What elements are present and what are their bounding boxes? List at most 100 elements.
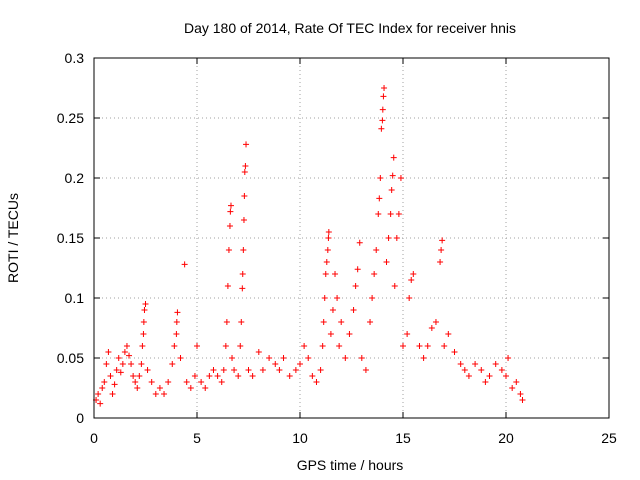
chart-title: Day 180 of 2014, Rate Of TEC Index for r… [184,20,516,36]
data-point [227,202,234,209]
data-point [439,237,446,244]
data-point [136,373,143,379]
data-point [301,343,308,349]
data-point [389,172,396,179]
data-point [130,373,137,379]
data-point [173,319,180,325]
data-point [503,373,509,379]
x-tick-label: 25 [601,430,617,446]
data-point [239,271,246,277]
data-point [224,283,231,289]
data-point [319,343,326,349]
data-point [111,381,118,388]
data-point [451,349,458,355]
data-point [177,355,184,361]
data-point [420,355,427,361]
data-point [141,307,148,313]
data-point [438,247,445,253]
data-point [198,379,205,385]
data-point [238,319,245,325]
x-tick-label: 5 [193,430,201,446]
y-tick-label: 0.3 [65,50,85,66]
data-point [109,391,116,397]
y-tick-label: 0.1 [65,290,85,306]
y-tick-label: 0.25 [57,110,84,126]
data-point [482,379,489,385]
data-point [309,373,316,379]
data-point [194,343,200,349]
data-point [321,295,328,301]
data-point [181,261,188,268]
data-point [461,367,468,373]
data-point [259,367,266,373]
data-point [336,343,343,349]
data-point [218,379,225,385]
y-tick-label: 0 [76,410,84,426]
data-point [229,355,236,361]
data-point [492,361,499,367]
data-point [241,193,248,199]
data-point [322,271,329,277]
x-tick-label: 10 [292,430,308,446]
data-point [126,352,133,359]
y-tick-label: 0.05 [57,350,84,366]
data-point [101,379,108,385]
data-point [237,343,244,349]
data-point [241,169,248,175]
data-point [117,369,124,376]
data-point [332,271,339,277]
data-point [222,343,229,349]
data-point [161,391,168,397]
data-point [478,367,485,373]
data-point [99,385,106,391]
data-point [369,295,376,301]
data-point [169,361,176,367]
data-point [105,349,112,355]
data-point [174,309,181,316]
data-point [400,343,406,349]
data-point [249,373,256,379]
data-point [139,343,146,349]
data-point [243,141,250,148]
data-point [498,367,505,373]
data-point [206,373,213,379]
data-point [513,379,520,385]
data-point [393,235,400,241]
data-point [385,235,392,241]
data-point [191,373,198,379]
y-axis-label: ROTI / TECUs [5,193,21,283]
data-point [320,319,327,325]
data-point [410,271,417,277]
data-points [93,85,526,407]
data-point [329,307,336,313]
data-point [107,373,114,379]
data-point [324,247,331,253]
data-point [505,355,512,361]
data-point [272,361,279,367]
data-point [132,379,139,385]
y-tick-label: 0.15 [57,230,84,246]
data-point [173,331,180,337]
data-point [240,217,247,223]
data-point [445,331,452,337]
data-point [187,385,194,391]
data-point [377,175,384,181]
data-point [156,385,163,391]
data-point [378,125,385,132]
data-point [472,361,479,367]
data-point [486,373,493,379]
data-point [323,259,330,265]
data-point [148,379,155,385]
data-point [245,367,252,373]
data-point [134,385,141,391]
data-point [227,208,234,215]
data-point [352,283,359,289]
data-point [379,106,386,113]
data-point [276,367,283,373]
data-point [354,266,361,273]
data-point [140,319,147,325]
data-point [305,355,312,361]
data-point [171,343,178,349]
data-point [95,391,102,397]
